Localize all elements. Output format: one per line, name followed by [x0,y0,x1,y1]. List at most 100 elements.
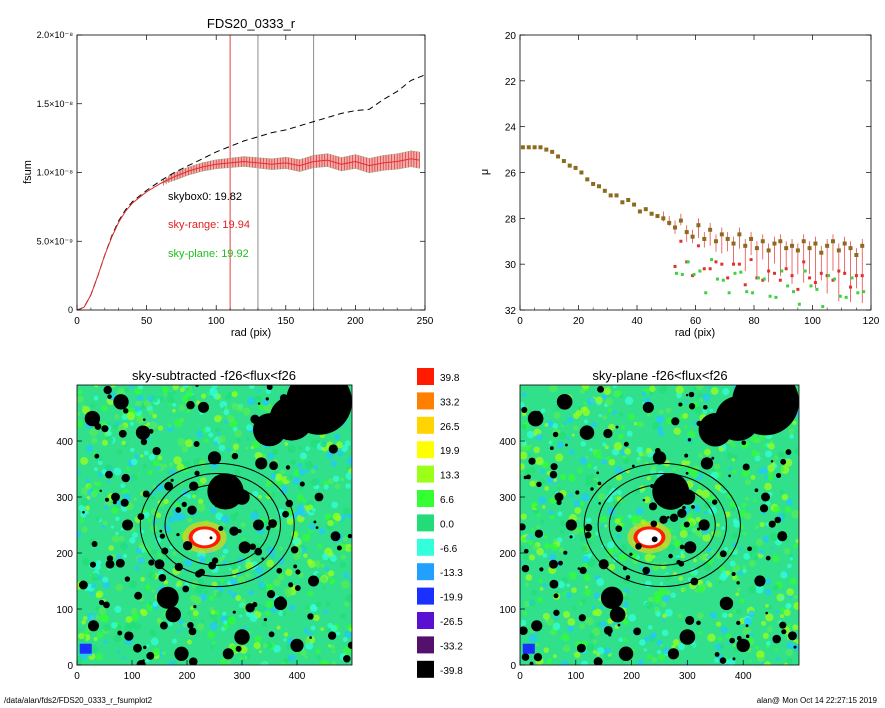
masked-source [118,429,127,438]
noise-blob [717,579,722,584]
noise-blob [592,650,597,654]
data-point [573,165,578,170]
masked-source [336,545,342,551]
noise-blob [591,605,596,610]
masked-source [650,484,655,489]
noise-blob [574,651,581,658]
masked-source [729,637,736,644]
masked-source [269,461,278,471]
masked-source [238,541,251,554]
data-point [673,225,678,230]
noise-blob [340,554,346,560]
masked-source [520,626,528,636]
noise-blob [231,391,238,398]
noise-blob [611,516,615,520]
noise-blob [608,423,616,431]
noise-blob [562,421,566,426]
masked-source [719,550,727,558]
masked-source [165,606,181,623]
noise-blob [724,511,731,518]
noise-blob [580,545,588,552]
noise-blob [715,621,722,627]
noise-blob [758,468,765,475]
noise-blob [739,547,743,551]
noise-blob [307,631,314,637]
noise-blob [77,389,83,395]
noise-blob [78,504,86,512]
noise-blob [292,537,301,546]
masked-source [347,641,352,649]
noise-blob [735,608,742,615]
noise-blob [77,627,81,634]
sky-plane-point [751,291,755,295]
noise-blob [245,653,251,659]
masked-source [174,646,189,661]
masked-source [535,410,541,417]
sky-plane-point [827,274,831,278]
noise-blob [318,527,326,535]
data-point [678,218,683,223]
noise-blob [195,400,201,405]
data-point [614,193,619,198]
noise-blob [780,467,785,472]
noise-blob [220,578,225,583]
sky-plane-point [832,277,836,281]
noise-blob [148,601,153,606]
masked-source [679,629,696,645]
noise-blob [342,572,349,579]
data-point [667,220,672,225]
x-tick-label: 200 [347,316,364,327]
masked-source [103,385,112,395]
masked-source [765,611,769,615]
masked-source [685,393,689,397]
noise-blob [661,629,669,637]
noise-blob [520,545,525,552]
noise-blob [238,656,243,661]
x-tick-label: 250 [417,316,434,327]
noise-blob [558,547,564,553]
noise-blob [84,505,90,511]
masked-source [308,575,319,587]
masked-source [142,418,146,421]
masked-source [549,559,558,569]
noise-blob [335,631,341,636]
noise-blob [345,483,351,489]
noise-blob [596,647,605,655]
y-tick-label: 5.0×10⁻⁹ [37,236,74,246]
colorbar-label: 6.6 [440,495,454,506]
noise-blob [735,577,740,582]
noise-blob [586,517,592,523]
masked-source [651,536,658,543]
colorbar-label: -39.8 [440,666,463,677]
noise-blob [288,604,296,611]
noise-blob [735,592,740,597]
masked-source [309,636,312,639]
noise-blob [731,506,736,512]
noise-blob [718,446,724,452]
sky-range-point [854,274,858,278]
y-tick-label: 300 [499,493,516,504]
noise-blob [124,388,130,393]
noise-blob [152,648,161,657]
masked-source [276,596,285,605]
noise-blob [238,607,245,615]
noise-blob [316,439,320,444]
noise-blob [211,581,218,588]
noise-blob [673,427,681,436]
noise-blob [550,439,555,443]
noise-blob [644,553,653,562]
noise-blob [346,466,350,470]
noise-blob [307,590,314,597]
noise-blob [580,660,589,665]
masked-source [554,492,564,502]
masked-source [188,657,198,665]
noise-blob [759,521,765,528]
colorbar-label: -33.2 [440,641,463,652]
noise-blob [687,513,693,519]
masked-source [678,560,685,567]
noise-blob [97,472,103,478]
noise-blob [282,611,287,616]
noise-blob [234,429,242,438]
noise-blob [756,452,761,456]
noise-blob [331,661,337,665]
